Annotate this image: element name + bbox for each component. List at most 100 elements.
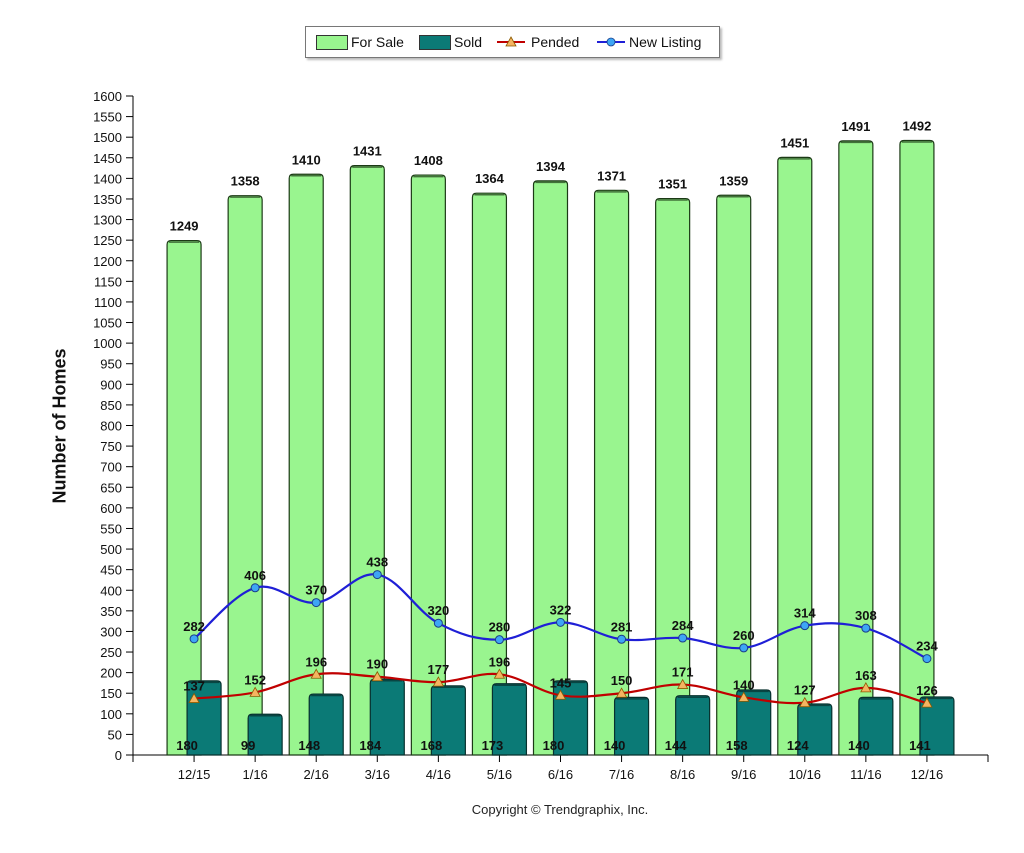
new-listing-line [189,570,932,664]
for-sale-bar [777,156,813,756]
pended-value-label: 163 [855,668,877,683]
legend-for-sale-swatch [316,35,348,50]
pended-value-label: 127 [794,683,816,698]
legend-sold-label: Sold [454,34,483,50]
new-listing-value-label: 314 [794,606,816,621]
y-tick-label: 750 [100,439,122,454]
y-tick-label: 1550 [93,110,122,125]
x-tick-label: 2/16 [304,767,329,782]
new-listing-point [311,598,321,608]
new-listing-point [678,633,688,643]
sold-value-label: 173 [482,738,504,753]
new-listing-value-label: 282 [183,619,205,634]
sold-bar [308,693,344,756]
x-tick-label: 8/16 [670,767,695,782]
y-tick-label: 1300 [93,213,122,228]
for-sale-value-label: 1408 [414,153,443,168]
sold-value-label: 140 [604,738,626,753]
y-tick-label: 800 [100,419,122,434]
y-axis-title: Number of Homes [49,348,70,504]
new-listing-value-label: 438 [366,555,388,570]
for-sale-bar [410,174,446,756]
x-tick-label: 12/16 [911,767,944,782]
x-tick-label: 5/16 [487,767,512,782]
for-sale-value-label: 1351 [658,177,687,192]
for-sale-value-label: 1359 [719,173,748,188]
pended-value-label: 177 [428,662,450,677]
new-listing-point [494,635,504,645]
y-tick-label: 500 [100,542,122,557]
new-listing-value-label: 320 [428,603,450,618]
y-tick-label: 300 [100,624,122,639]
new-listing-value-label: 280 [489,620,511,635]
y-tick-label: 1400 [93,171,122,186]
y-tick-label: 100 [100,707,122,722]
sold-value-label: 99 [241,738,255,753]
pended-value-label: 196 [305,654,327,669]
y-tick-label: 650 [100,480,122,495]
y-tick-label: 1100 [94,295,122,310]
pended-point [310,668,322,679]
for-sale-value-label: 1358 [231,174,260,189]
new-listing-value-label: 406 [244,568,266,583]
pended-point [371,670,383,682]
pended-point [493,668,506,679]
y-tick-label: 0 [115,748,122,763]
copyright: Copyright © Trendgraphix, Inc. [471,802,649,817]
pended-value-label: 190 [366,657,388,672]
for-sale-bar [288,173,324,756]
y-tick-label: 1600 [93,89,122,104]
sold-value-label: 140 [848,738,870,753]
y-tick-label: 50 [108,727,122,742]
new-listing-point [922,654,932,664]
for-sale-bar [166,239,202,756]
pended-point [615,687,628,698]
pended-point [676,678,689,689]
new-listing-point [617,634,627,644]
legend-new-listing-swatch [597,37,625,47]
for-sale-bars [166,139,935,756]
new-listing-value-label: 260 [733,628,755,643]
new-listing-value-label: 284 [672,618,694,633]
for-sale-bar [349,165,385,756]
new-listing-point [739,643,749,653]
y-tick-label: 1500 [93,130,122,145]
pended-point [738,691,750,702]
y-tick-label: 1250 [93,233,122,248]
new-listing-point [372,570,382,580]
y-tick-label: 900 [100,377,122,392]
y-tick-label: 1450 [93,151,122,166]
sold-value-label: 148 [298,738,320,753]
new-listing-point [433,618,443,628]
sold-value-label: 184 [359,738,381,753]
y-tick-label: 450 [100,563,122,578]
y-tick-label: 950 [100,357,122,372]
y-tick-label: 1200 [93,254,122,269]
y-tick-label: 400 [100,583,122,598]
sold-value-label: 144 [665,738,687,753]
sold-value-label: 158 [726,738,748,753]
pended-point [860,682,872,693]
y-tick-label: 350 [100,604,122,619]
y-tick-label: 1150 [94,274,122,289]
pended-value-label: 126 [916,683,938,698]
sold-value-label: 180 [543,738,565,753]
data-labels: 1249 1358 1410 1431 1408 1364 1394 1371 1351 1359… [170,118,939,753]
y-tick-label: 850 [100,398,122,413]
pended-line [188,668,933,708]
new-listing-value-label: 322 [550,602,572,617]
for-sale-value-label: 1364 [475,171,505,186]
x-tick-label: 1/16 [242,767,267,782]
x-tick-label: 4/16 [426,767,451,782]
legend-new-listing-label: New Listing [629,34,702,50]
new-listing-point [800,621,810,631]
for-sale-bar [471,192,508,756]
y-tick-label: 600 [100,501,122,516]
for-sale-value-label: 1492 [902,118,931,133]
for-sale-bar [838,140,874,756]
sold-value-label: 168 [421,738,443,753]
y-tick-label: 550 [100,521,122,536]
legend-pended-label: Pended [531,34,580,50]
y-tick-label: 150 [100,686,122,701]
